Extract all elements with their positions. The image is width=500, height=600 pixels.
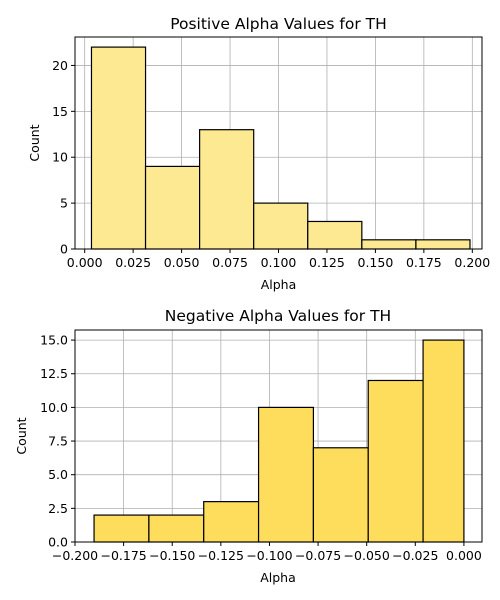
x-tick-label: 0.050 bbox=[164, 255, 200, 270]
y-tick-label: 12.5 bbox=[40, 366, 68, 381]
y-tick-label: 10.0 bbox=[40, 400, 68, 415]
x-tick-label: 0.125 bbox=[309, 255, 345, 270]
x-tick-label: 0.175 bbox=[406, 255, 442, 270]
chart-title: Negative Alpha Values for TH bbox=[165, 307, 391, 325]
x-tick-label: −0.025 bbox=[392, 548, 438, 563]
x-tick-label: −0.175 bbox=[100, 548, 146, 563]
x-axis-ticks: −0.200 −0.175 −0.150 −0.125 −0.100 −0.075 −0.0… bbox=[52, 542, 482, 563]
y-tick-label: 10 bbox=[52, 150, 68, 165]
x-tick-label: 0.000 bbox=[67, 255, 103, 270]
x-tick-label: 0.000 bbox=[446, 548, 482, 563]
histogram-bar bbox=[90, 46, 147, 250]
x-tick-label: −0.075 bbox=[295, 548, 341, 563]
histogram-bar bbox=[361, 239, 417, 250]
histogram-bars bbox=[90, 46, 471, 250]
chart-title: Positive Alpha Values for TH bbox=[170, 15, 387, 33]
x-tick-label: 0.100 bbox=[261, 255, 297, 270]
x-tick-label: 0.025 bbox=[115, 255, 151, 270]
y-tick-label: 5 bbox=[60, 196, 68, 211]
y-tick-label: 7.5 bbox=[48, 434, 68, 449]
y-tick-label: 2.5 bbox=[48, 501, 68, 516]
positive-alpha-histogram: 0.000 0.025 0.050 0.075 0.100 0.125 0.150 0.175… bbox=[27, 15, 490, 292]
y-tick-label: 0.0 bbox=[48, 535, 68, 550]
histogram-bar bbox=[253, 202, 309, 250]
negative-alpha-histogram: −0.200 −0.175 −0.150 −0.125 −0.100 −0.075 −0.0… bbox=[14, 307, 483, 585]
histogram-bar bbox=[422, 339, 465, 543]
histogram-bar bbox=[93, 514, 150, 543]
histogram-bar bbox=[257, 406, 315, 543]
histogram-bar bbox=[415, 239, 471, 250]
plot-frame bbox=[74, 329, 483, 543]
y-axis-ticks: 0.0 2.5 5.0 7.5 10.0 12.5 15.0 bbox=[40, 333, 75, 550]
y-tick-label: 15 bbox=[52, 104, 68, 119]
x-tick-label: −0.050 bbox=[344, 548, 390, 563]
histogram-bar bbox=[367, 379, 424, 543]
x-tick-label: −0.125 bbox=[198, 548, 244, 563]
histogram-bar bbox=[312, 447, 369, 543]
histogram-bar bbox=[144, 165, 201, 250]
y-tick-label: 20 bbox=[52, 58, 68, 73]
y-tick-label: 15.0 bbox=[40, 333, 68, 348]
histogram-bar bbox=[148, 514, 205, 543]
x-axis-label: Alpha bbox=[261, 277, 297, 292]
y-tick-label: 5.0 bbox=[48, 467, 68, 482]
y-tick-label: 0 bbox=[60, 242, 68, 257]
x-axis-label: Alpha bbox=[260, 570, 296, 585]
y-axis-label: Count bbox=[27, 124, 42, 161]
y-axis-label: Count bbox=[14, 417, 29, 454]
histogram-bars bbox=[93, 339, 465, 543]
x-tick-label: −0.200 bbox=[52, 548, 98, 563]
x-tick-label: −0.150 bbox=[149, 548, 195, 563]
histogram-bar bbox=[199, 129, 255, 250]
x-tick-label: 0.075 bbox=[212, 255, 248, 270]
histogram-bar bbox=[307, 220, 363, 250]
x-axis-ticks: 0.000 0.025 0.050 0.075 0.100 0.125 0.150 0.175… bbox=[67, 249, 490, 270]
x-tick-label: −0.100 bbox=[246, 548, 292, 563]
x-tick-label: 0.200 bbox=[454, 255, 490, 270]
x-tick-label: 0.150 bbox=[358, 255, 394, 270]
histogram-bar bbox=[203, 501, 260, 543]
y-axis-ticks: 0 5 10 15 20 bbox=[52, 58, 75, 257]
